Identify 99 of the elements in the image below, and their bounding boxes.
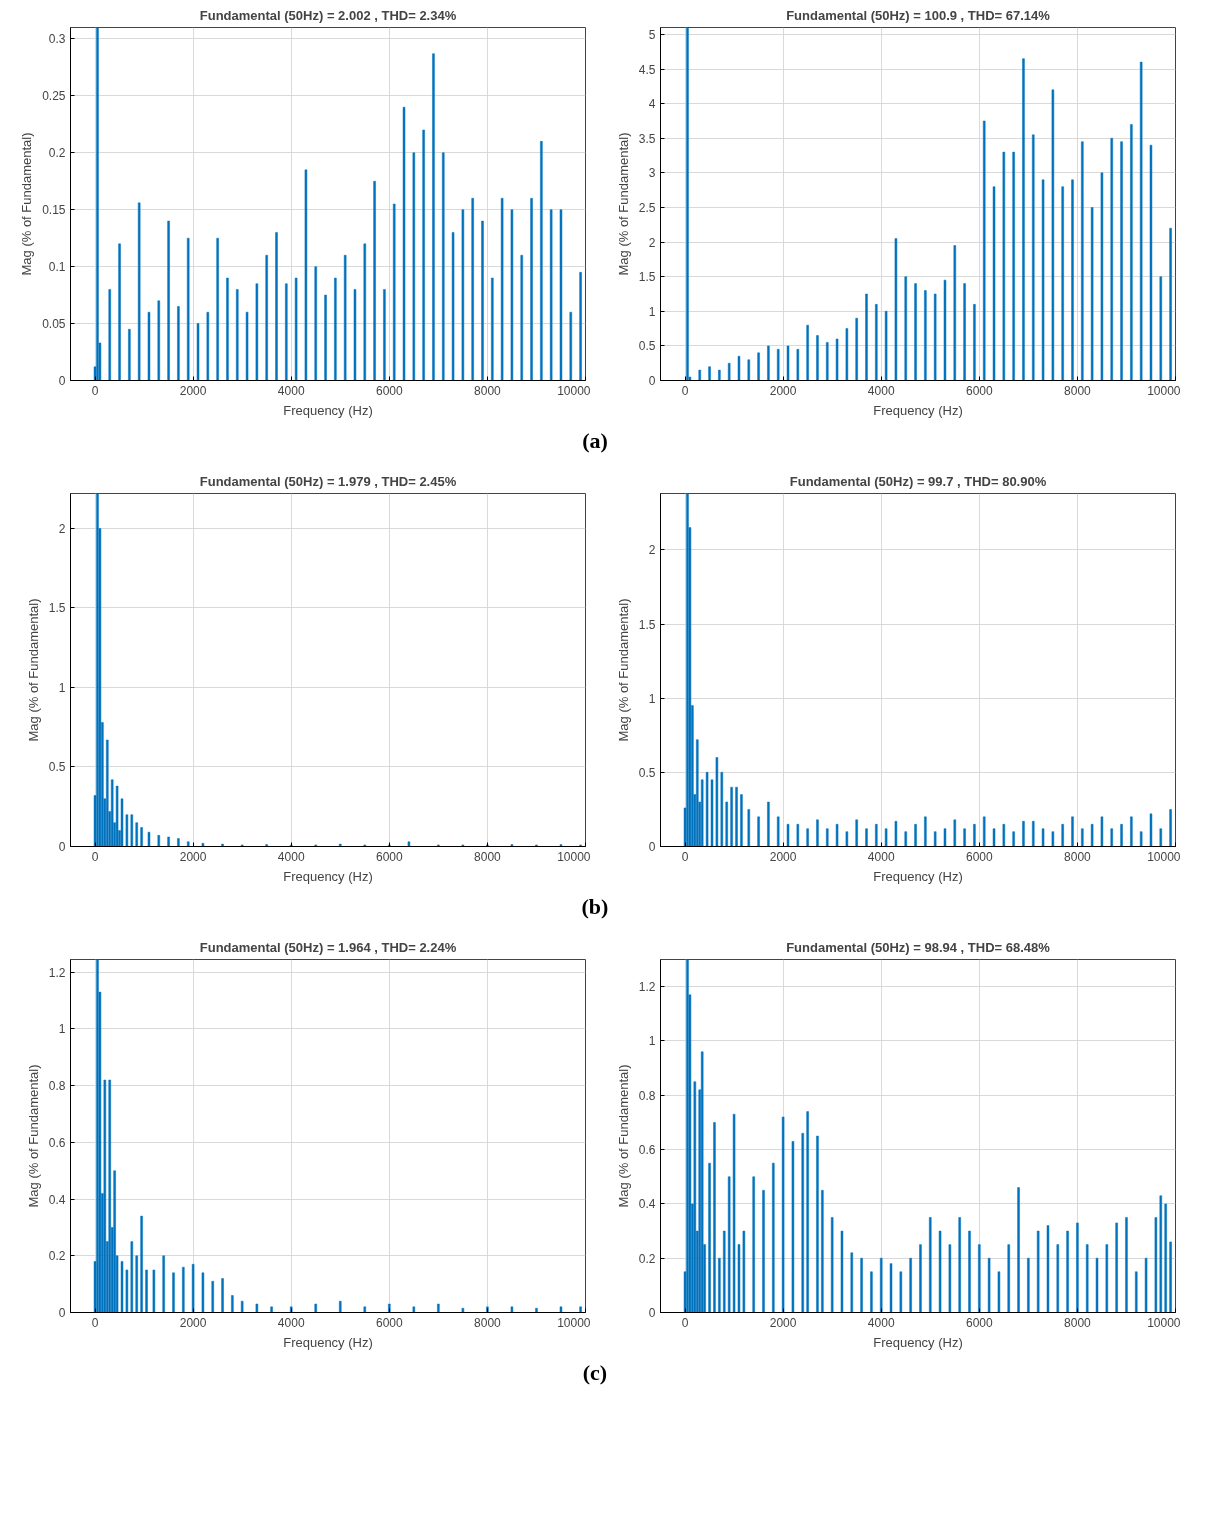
chart-title: Fundamental (50Hz) = 98.94 , THD= 68.48%	[786, 939, 1051, 955]
y-tick-label: 2.5	[638, 200, 656, 215]
y-tick-label: 0.2	[638, 1251, 656, 1266]
y-tick-label: 0.5	[638, 765, 656, 780]
y-tick-label: 0.5	[638, 339, 656, 354]
x-tick-label: 4000	[277, 1315, 305, 1330]
y-tick-label: 1	[58, 1022, 66, 1037]
y-axis-title: Mag (% of Fundamental)	[25, 598, 41, 742]
y-tick-label: 0	[58, 840, 66, 854]
y-tick-label: 0	[648, 374, 656, 388]
x-tick-label: 10000	[557, 383, 591, 398]
y-tick-label: 2	[648, 543, 656, 558]
y-tick-label: 1	[648, 304, 656, 319]
x-tick-label: 4000	[867, 849, 895, 864]
x-tick-label: 8000	[474, 1315, 502, 1330]
x-tick-label: 10000	[1147, 849, 1181, 864]
y-tick-label: 0.1	[48, 260, 66, 275]
y-tick-label: 3.5	[638, 131, 656, 146]
x-axis-title: Frequency (Hz)	[873, 868, 963, 884]
x-tick-label: 2000	[179, 383, 207, 398]
x-tick-label: 6000	[965, 383, 993, 398]
y-tick-label: 1.2	[638, 980, 656, 995]
x-tick-label: 8000	[474, 383, 502, 398]
y-tick-label: 0	[58, 1306, 66, 1320]
x-tick-label: 2000	[769, 1315, 797, 1330]
x-tick-label: 0	[681, 849, 689, 864]
x-tick-label: 0	[91, 849, 99, 864]
x-tick-label: 8000	[1064, 1315, 1092, 1330]
y-tick-label: 0	[58, 374, 66, 388]
text: (b)	[581, 893, 609, 921]
y-tick-label: 1.5	[638, 617, 656, 632]
chart-title: Fundamental (50Hz) = 2.002 , THD= 2.34%	[199, 7, 457, 23]
y-tick-label: 0	[648, 1306, 656, 1320]
x-tick-label: 4000	[277, 849, 305, 864]
x-tick-label: 6000	[375, 849, 403, 864]
y-tick-label: 5	[648, 27, 656, 42]
y-tick-label: 0	[648, 840, 656, 854]
x-axis-title: Frequency (Hz)	[873, 402, 963, 418]
y-tick-label: 4	[648, 97, 656, 112]
x-tick-label: 2000	[769, 383, 797, 398]
y-axis-title: Mag (% of Fundamental)	[25, 1064, 41, 1208]
x-axis-title: Frequency (Hz)	[283, 402, 373, 418]
text: (c)	[582, 1359, 608, 1387]
y-tick-label: 0.25	[42, 89, 66, 104]
x-tick-label: 4000	[867, 383, 895, 398]
y-tick-label: 0.4	[638, 1197, 656, 1212]
y-tick-label: 0.15	[42, 203, 66, 218]
y-tick-label: 2	[58, 521, 66, 536]
y-axis-title: Mag (% of Fundamental)	[615, 132, 631, 276]
y-tick-label: 2	[648, 235, 656, 250]
y-tick-label: 0.6	[48, 1135, 66, 1150]
x-tick-label: 0	[681, 1315, 689, 1330]
x-tick-label: 2000	[769, 849, 797, 864]
x-tick-label: 0	[91, 383, 99, 398]
y-tick-label: 0.2	[48, 1249, 66, 1264]
x-tick-label: 10000	[1147, 1315, 1181, 1330]
y-tick-label: 0.3	[48, 32, 66, 47]
chart-title: Fundamental (50Hz) = 1.964 , THD= 2.24%	[199, 939, 457, 955]
y-tick-label: 1.5	[638, 270, 656, 285]
y-axis-title: Mag (% of Fundamental)	[615, 598, 631, 742]
y-tick-label: 0.4	[48, 1192, 66, 1207]
x-tick-label: 2000	[179, 1315, 207, 1330]
y-tick-label: 3	[648, 166, 656, 181]
x-tick-label: 4000	[867, 1315, 895, 1330]
y-tick-label: 0.8	[638, 1088, 656, 1103]
y-tick-label: 1	[58, 680, 66, 695]
y-tick-label: 0.2	[48, 146, 66, 161]
chart-title: Fundamental (50Hz) = 100.9 , THD= 67.14%	[786, 7, 1051, 23]
x-tick-label: 6000	[965, 1315, 993, 1330]
y-tick-label: 1	[648, 691, 656, 706]
x-tick-label: 0	[91, 1315, 99, 1330]
y-tick-label: 0.8	[48, 1079, 66, 1094]
x-tick-label: 10000	[1147, 383, 1181, 398]
x-tick-label: 4000	[277, 383, 305, 398]
y-tick-label: 0.05	[42, 317, 66, 332]
chart-title: Fundamental (50Hz) = 99.7 , THD= 80.90%	[789, 473, 1047, 489]
x-axis-title: Frequency (Hz)	[873, 1334, 963, 1350]
y-axis-title: Mag (% of Fundamental)	[19, 132, 35, 276]
x-tick-label: 0	[681, 383, 689, 398]
y-tick-label: 1	[648, 1034, 656, 1049]
chart-title: Fundamental (50Hz) = 1.979 , THD= 2.45%	[199, 473, 457, 489]
y-tick-label: 1.5	[48, 601, 66, 616]
x-tick-label: 6000	[965, 849, 993, 864]
x-tick-label: 6000	[375, 1315, 403, 1330]
y-tick-label: 4.5	[638, 62, 656, 77]
x-tick-label: 8000	[474, 849, 502, 864]
x-axis-title: Frequency (Hz)	[283, 868, 373, 884]
x-tick-label: 10000	[557, 1315, 591, 1330]
y-tick-label: 0.6	[638, 1143, 656, 1158]
y-tick-label: 1.2	[48, 965, 66, 980]
y-tick-label: 0.5	[48, 760, 66, 775]
x-tick-label: 8000	[1064, 849, 1092, 864]
x-axis-title: Frequency (Hz)	[283, 1334, 373, 1350]
text: (a)	[582, 427, 608, 455]
x-tick-label: 8000	[1064, 383, 1092, 398]
y-axis-title: Mag (% of Fundamental)	[615, 1064, 631, 1208]
x-tick-label: 6000	[375, 383, 403, 398]
x-tick-label: 10000	[557, 849, 591, 864]
x-tick-label: 2000	[179, 849, 207, 864]
